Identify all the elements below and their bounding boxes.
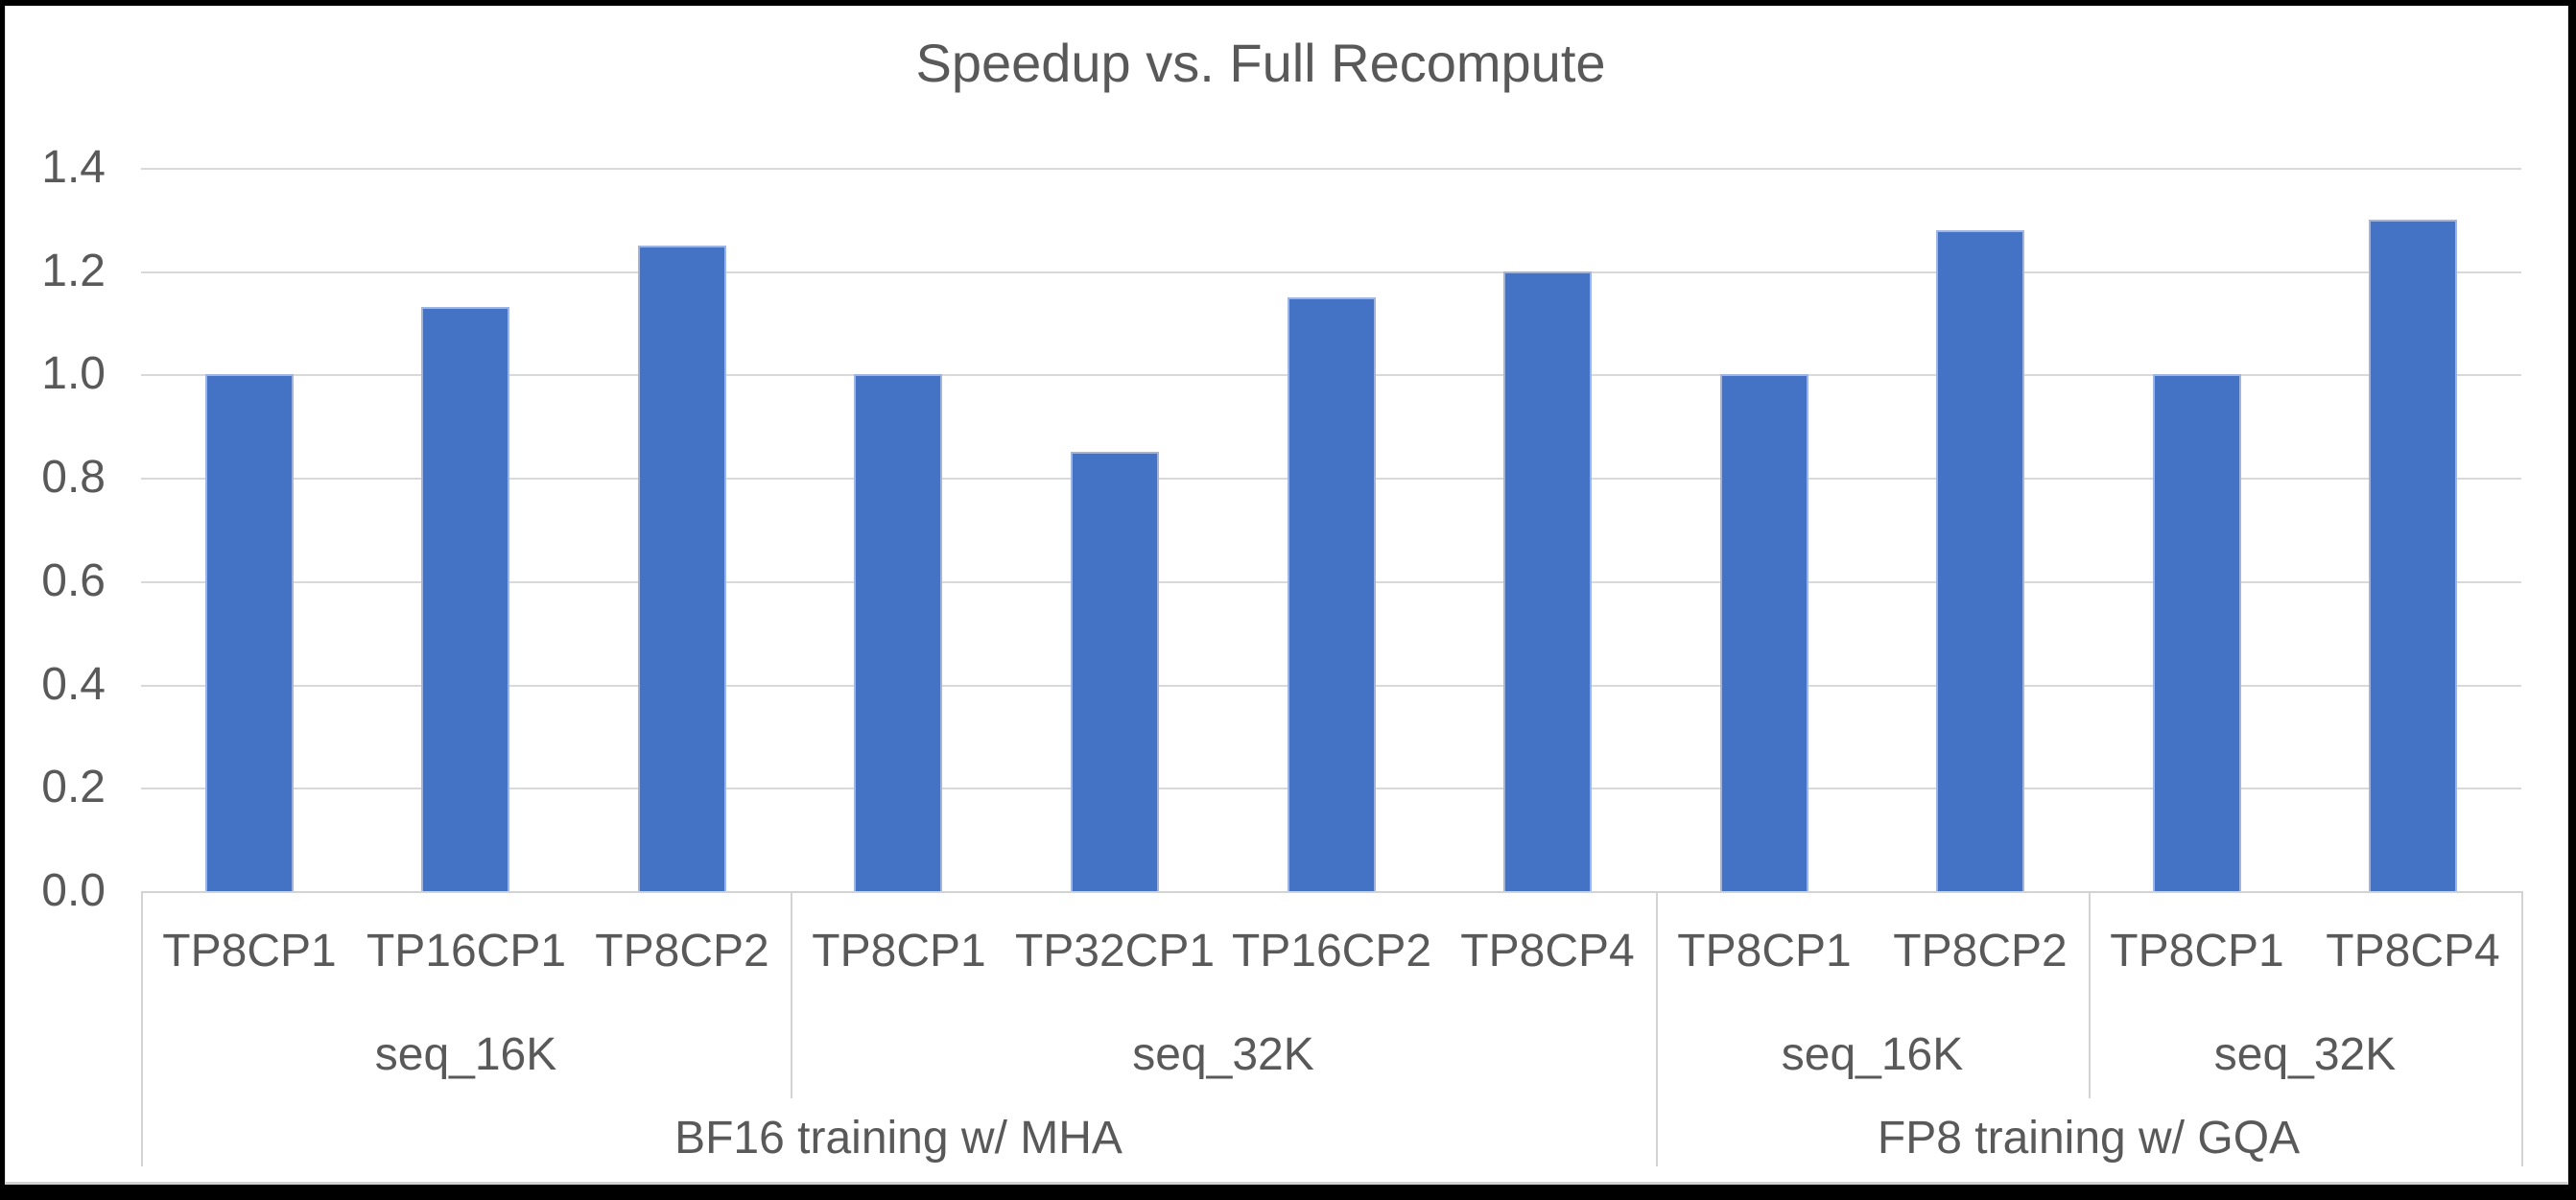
axis-table-left-edge	[141, 891, 143, 1166]
gridline	[141, 168, 2521, 170]
x-axis-category-label: TP8CP1	[1677, 926, 1852, 976]
bar-tp8cp1-9	[2153, 374, 2241, 891]
bar-tp8cp2-2	[638, 246, 726, 891]
x-axis-group-label-training: FP8 training w/ GQA	[1877, 1113, 2301, 1164]
x-axis-category-label: TP8CP1	[812, 926, 986, 976]
gridline	[141, 271, 2521, 273]
x-axis-category-label: TP8CP2	[1893, 926, 2068, 976]
bar-tp8cp1-7	[1720, 374, 1808, 891]
x-axis-group-label-seq: seq_16K	[374, 1029, 557, 1080]
y-axis-tick-label: 1.0	[41, 348, 106, 399]
y-axis-tick-label: 0.8	[41, 452, 106, 503]
x-axis-category-label: TP32CP1	[1014, 926, 1216, 976]
bar-tp32cp1-4	[1071, 452, 1159, 891]
bar-tp8cp4-6	[1503, 271, 1592, 891]
y-axis-tick-label: 0.0	[41, 865, 106, 916]
x-axis-group-label-seq: seq_32K	[1132, 1029, 1314, 1080]
bar-tp16cp1-1	[421, 307, 509, 891]
bar-tp8cp4-10	[2369, 220, 2457, 891]
x-axis-line	[141, 891, 2521, 893]
bar-tp16cp2-5	[1288, 297, 1376, 891]
y-axis-tick-label: 0.4	[41, 659, 106, 710]
x-axis-category-label: TP8CP1	[162, 926, 337, 976]
x-axis-category-label: TP8CP1	[2110, 926, 2284, 976]
x-axis-category-label: TP8CP4	[2326, 926, 2500, 976]
x-axis-category-label: TP16CP1	[366, 926, 567, 976]
y-axis-tick-label: 1.2	[41, 246, 106, 296]
axis-divider-training	[1656, 891, 1658, 1166]
axis-table-right-edge	[2521, 891, 2523, 1166]
x-axis-group-label-training: BF16 training w/ MHA	[674, 1113, 1123, 1164]
y-axis-tick-label: 1.4	[41, 142, 106, 193]
bar-tp8cp1-3	[854, 374, 942, 891]
x-axis-category-label: TP8CP4	[1460, 926, 1635, 976]
y-axis-tick-label: 0.2	[41, 762, 106, 812]
axis-divider-seq	[2089, 891, 2091, 1098]
x-axis-category-label: TP16CP2	[1231, 926, 1432, 976]
x-axis-group-label-seq: seq_32K	[2213, 1029, 2397, 1080]
bar-tp8cp2-8	[1936, 230, 2024, 891]
x-axis-category-label: TP8CP2	[595, 926, 769, 976]
x-axis-group-label-seq: seq_16K	[1781, 1029, 1964, 1080]
y-axis-tick-label: 0.6	[41, 555, 106, 606]
bar-tp8cp1-0	[205, 374, 294, 891]
axis-divider-seq	[791, 891, 792, 1098]
chart-title: Speedup vs. Full Recompute	[915, 33, 1606, 93]
